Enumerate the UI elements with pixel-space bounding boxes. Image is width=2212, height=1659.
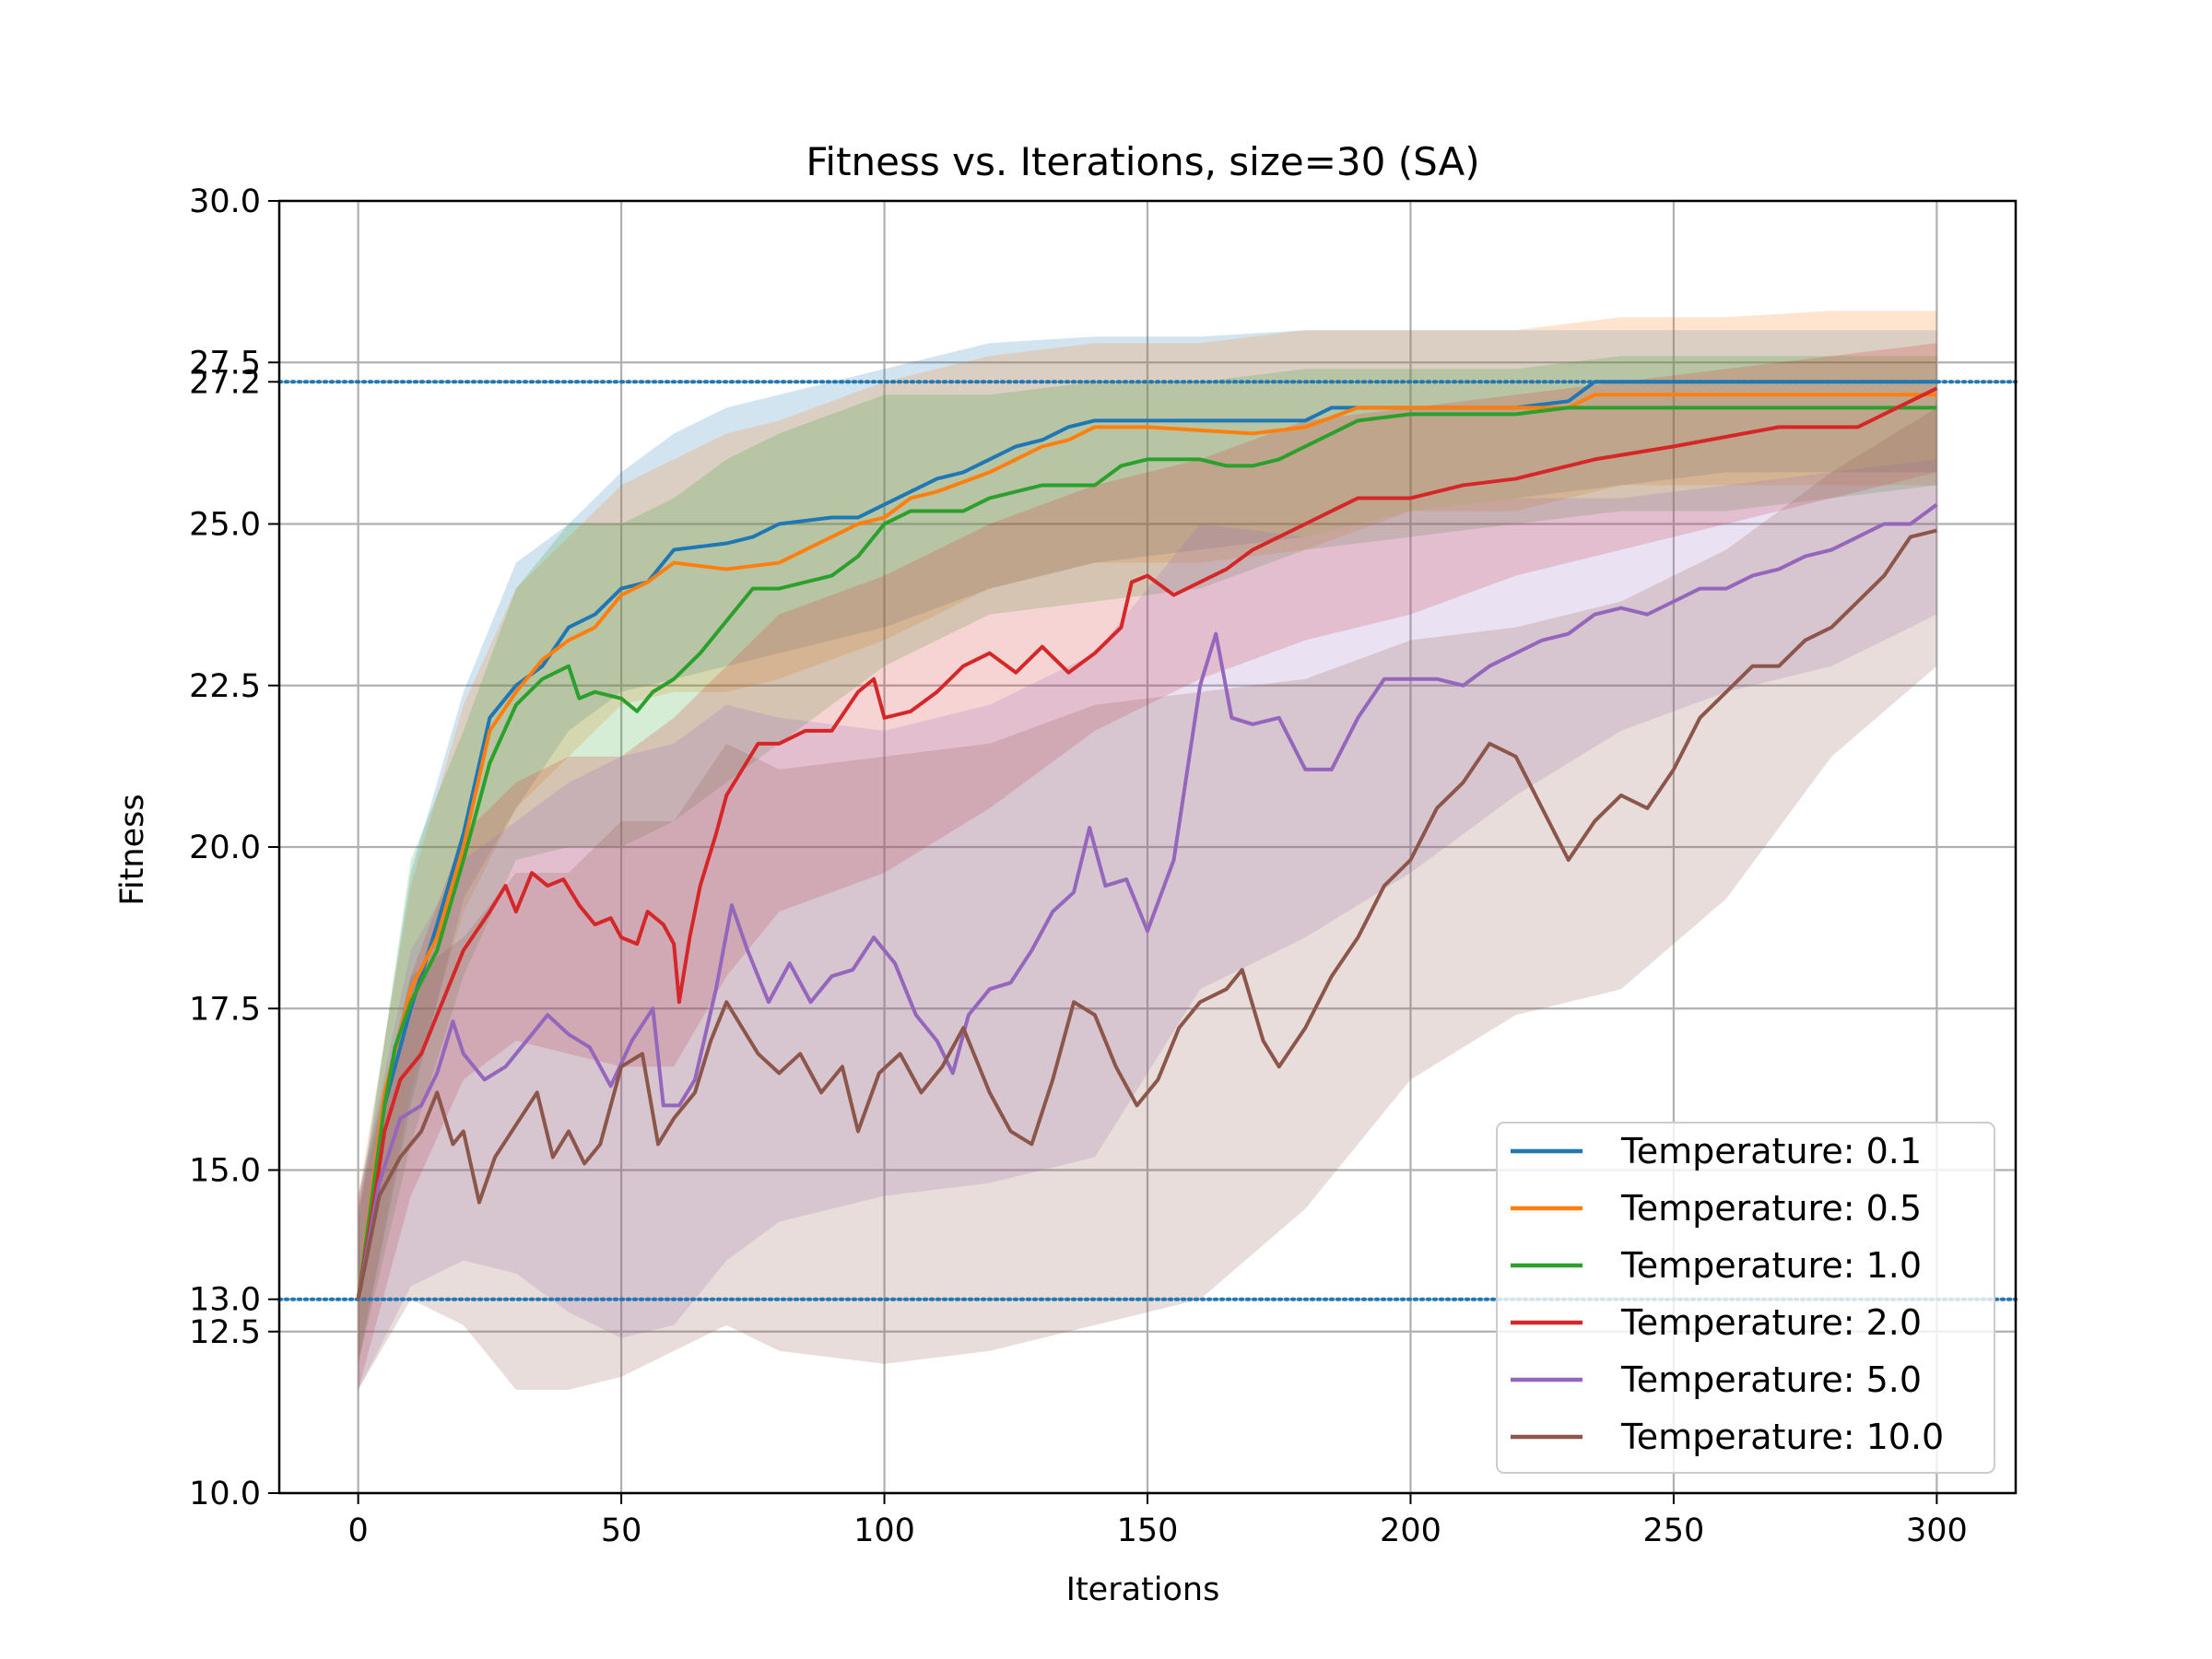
y-tick-label: 13.0	[189, 1282, 261, 1319]
legend-label: Temperature: 0.1	[1620, 1131, 1922, 1171]
band-series-2	[358, 311, 1937, 1364]
legend-label: Temperature: 10.0	[1620, 1417, 1944, 1457]
y-tick-label: 15.0	[189, 1153, 261, 1190]
legend-label: Temperature: 5.0	[1620, 1359, 1922, 1400]
x-axis-ticks: 0 50 100 150 200 250 300	[347, 1493, 1968, 1549]
y-tick-label: 27.5	[189, 345, 261, 382]
line-series-2	[356, 393, 1937, 1300]
legend-label: Temperature: 1.0	[1620, 1245, 1922, 1286]
y-axis-ticks: 10.0 12.513.0 15.0 17.5 20.0 22.5 25.0 27.227.5…	[189, 183, 279, 1512]
legend-label: Temperature: 0.5	[1620, 1188, 1922, 1229]
x-axis-title: Iterations	[1066, 1571, 1220, 1608]
series-lines	[356, 380, 1938, 1300]
band-series-3	[358, 356, 1937, 1364]
y-tick-label: 27.2	[189, 364, 261, 401]
band-series-5	[358, 459, 1937, 1390]
x-tick-label: 200	[1380, 1512, 1441, 1549]
x-tick-label: 0	[347, 1512, 368, 1549]
x-tick-label: 50	[601, 1512, 642, 1549]
y-tick-label: 12.5	[189, 1314, 261, 1351]
band-series-4	[358, 343, 1937, 1390]
line-series-3	[356, 406, 1937, 1300]
y-tick-label: 17.5	[189, 991, 261, 1028]
line-series-1	[356, 380, 1937, 1300]
y-tick-label: 30.0	[189, 183, 261, 220]
chart-title: Fitness vs. Iterations, size=30 (SA)	[806, 139, 1479, 184]
y-tick-label: 10.0	[189, 1476, 261, 1512]
band-series-6	[358, 407, 1937, 1390]
legend-box	[1496, 1122, 1995, 1474]
y-tick-label: 20.0	[189, 830, 261, 866]
line-series-6	[356, 528, 1937, 1300]
legend: Temperature: 0.1 Temperature: 0.5 Temperat…	[1496, 1122, 1995, 1474]
line-series-4	[356, 386, 1938, 1300]
x-tick-label: 100	[853, 1512, 915, 1549]
x-tick-label: 300	[1906, 1512, 1968, 1549]
line-series-5	[356, 502, 1938, 1300]
legend-label: Temperature: 2.0	[1620, 1302, 1922, 1343]
y-tick-label: 22.5	[189, 668, 261, 705]
y-tick-label: 25.0	[189, 507, 261, 544]
x-tick-label: 250	[1643, 1512, 1705, 1549]
y-axis-title: Fitness	[114, 794, 151, 905]
x-tick-label: 150	[1117, 1512, 1179, 1549]
